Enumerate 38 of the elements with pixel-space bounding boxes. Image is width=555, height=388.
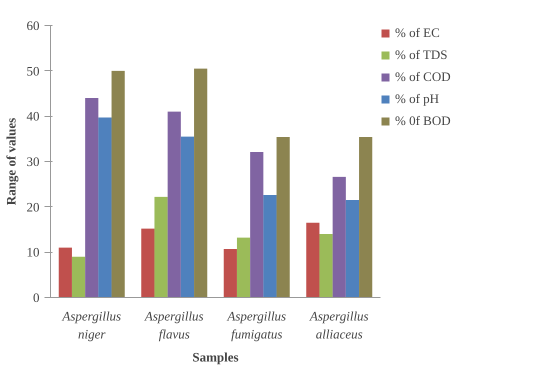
bar: [98, 118, 112, 298]
bar: [112, 70, 125, 298]
x-tick-label: Aspergillus flavus: [144, 308, 204, 342]
bar: [168, 112, 181, 298]
legend-label: % of COD: [395, 69, 451, 85]
x-tick-label: Aspergillus fumigatus: [226, 308, 286, 342]
bar: [236, 238, 250, 298]
bar: [194, 68, 208, 298]
x-tick-label: Aspergillus alliaceus: [308, 308, 369, 342]
bar: [346, 200, 360, 298]
bar: [319, 234, 333, 298]
bar: [263, 195, 277, 298]
y-axis-title: Range of values: [4, 118, 18, 206]
y-tick-label: 40: [26, 108, 40, 124]
y-tick-label: 60: [26, 18, 40, 33]
x-axis-title: Samples: [192, 350, 239, 364]
bar: [332, 176, 346, 298]
bar: [58, 248, 72, 298]
y-tick-label: 20: [26, 199, 40, 214]
y-tick-label: 50: [26, 63, 40, 78]
bar: [250, 152, 264, 298]
y-tick-label: 0: [33, 290, 40, 305]
bar: [72, 256, 86, 298]
bar: [154, 196, 168, 298]
bar: [224, 248, 237, 298]
bar: [306, 222, 320, 298]
legend-label: % of EC: [395, 25, 440, 41]
bar: [180, 136, 194, 298]
y-tick-label: 30: [26, 154, 40, 169]
x-tick-label: Aspergillus niger: [61, 308, 122, 342]
legend-label: % of pH: [395, 91, 440, 107]
bar: [276, 137, 290, 298]
legend-label: % 0f BOD: [395, 113, 451, 129]
bar: [85, 98, 98, 298]
bar: [141, 228, 154, 298]
bar: [359, 137, 372, 298]
legend-label: % of TDS: [395, 47, 448, 63]
y-tick-label: 10: [26, 244, 40, 260]
